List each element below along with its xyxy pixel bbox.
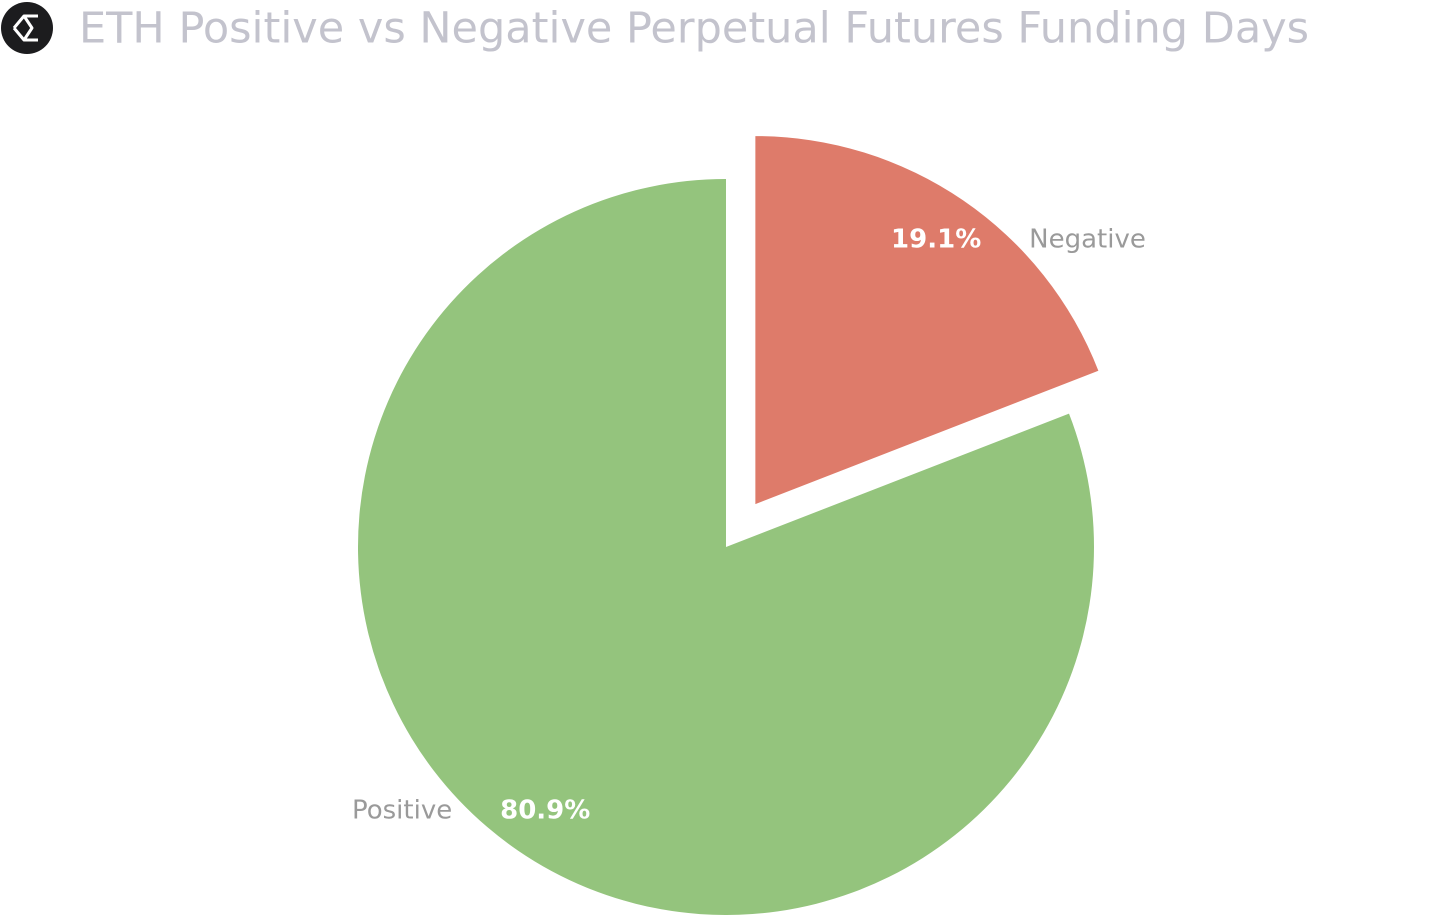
value-label: 80.9%	[500, 796, 590, 826]
logo	[1, 2, 53, 54]
pie-slice	[358, 179, 1094, 915]
value-label: 19.1%	[891, 224, 981, 254]
category-label: Negative	[1029, 224, 1146, 254]
pie-slice	[755, 136, 1099, 505]
chart-title: ETH Positive vs Negative Perpetual Futur…	[79, 4, 1309, 54]
category-label: Positive	[352, 796, 452, 826]
